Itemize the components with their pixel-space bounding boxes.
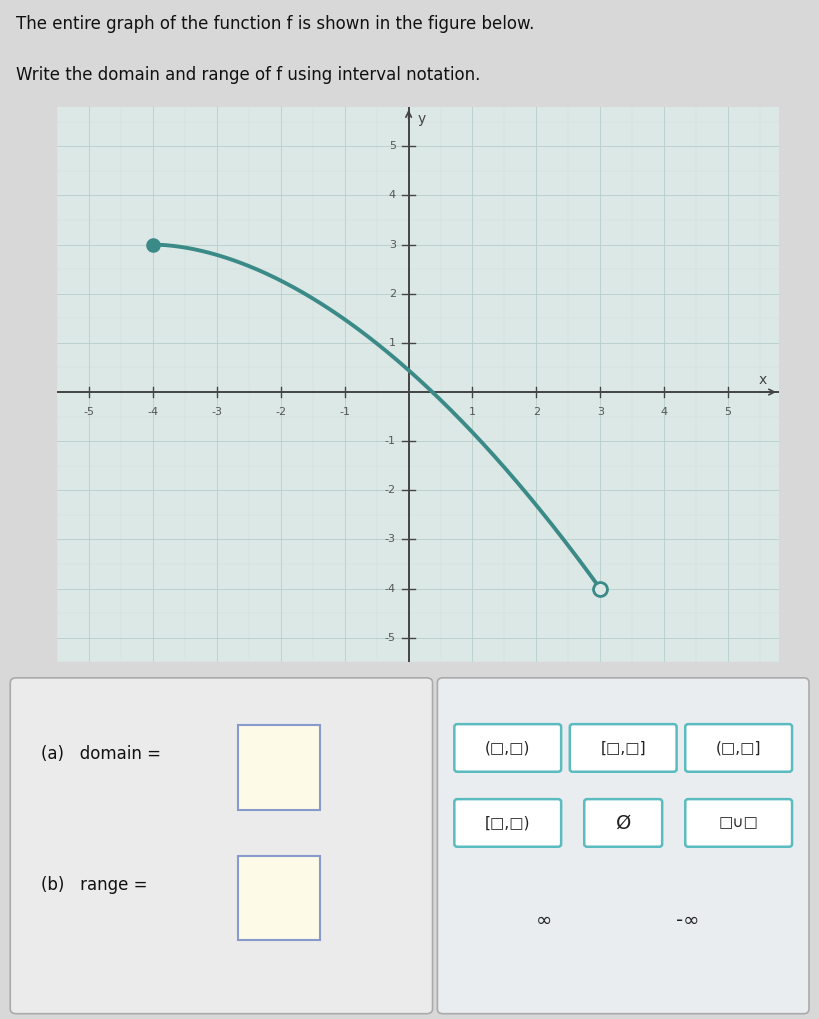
FancyBboxPatch shape	[569, 725, 676, 771]
Text: 3: 3	[596, 407, 603, 417]
Text: (b)   range =: (b) range =	[41, 876, 152, 894]
Text: 4: 4	[659, 407, 667, 417]
Text: 2: 2	[388, 288, 396, 299]
Text: -4: -4	[147, 407, 159, 417]
Text: -1: -1	[384, 436, 396, 446]
FancyBboxPatch shape	[437, 678, 808, 1014]
Text: -2: -2	[384, 485, 396, 495]
Text: 2: 2	[532, 407, 539, 417]
Text: 1: 1	[468, 407, 475, 417]
Text: (□,□): (□,□)	[485, 741, 530, 755]
FancyBboxPatch shape	[685, 725, 791, 771]
FancyBboxPatch shape	[454, 725, 560, 771]
Text: x: x	[758, 373, 767, 387]
Text: 3: 3	[388, 239, 396, 250]
FancyBboxPatch shape	[238, 856, 319, 941]
Text: -4: -4	[384, 584, 396, 594]
Text: 1: 1	[388, 338, 396, 347]
Text: [□,□): [□,□)	[484, 815, 530, 830]
Text: -5: -5	[384, 633, 396, 643]
Text: 5: 5	[723, 407, 731, 417]
FancyBboxPatch shape	[685, 799, 791, 847]
Text: Ø: Ø	[615, 813, 630, 833]
Text: (a)   domain =: (a) domain =	[41, 746, 166, 763]
Text: Write the domain and range of f using interval notation.: Write the domain and range of f using in…	[16, 66, 480, 85]
FancyBboxPatch shape	[454, 799, 560, 847]
Text: -2: -2	[275, 407, 286, 417]
Text: [□,□]: [□,□]	[600, 741, 645, 755]
Text: 5: 5	[388, 142, 396, 151]
Text: -∞: -∞	[676, 911, 699, 930]
Text: -3: -3	[384, 535, 396, 544]
Text: (□,□]: (□,□]	[715, 741, 761, 755]
Text: y: y	[417, 112, 425, 126]
FancyBboxPatch shape	[238, 726, 319, 810]
Text: The entire graph of the function f is shown in the figure below.: The entire graph of the function f is sh…	[16, 15, 534, 33]
FancyBboxPatch shape	[583, 799, 662, 847]
FancyBboxPatch shape	[11, 678, 432, 1014]
Text: ∞: ∞	[535, 911, 551, 930]
Text: -1: -1	[339, 407, 350, 417]
Text: 4: 4	[388, 191, 396, 201]
Text: □∪□: □∪□	[717, 815, 758, 830]
Text: -5: -5	[84, 407, 95, 417]
Text: -3: -3	[211, 407, 222, 417]
